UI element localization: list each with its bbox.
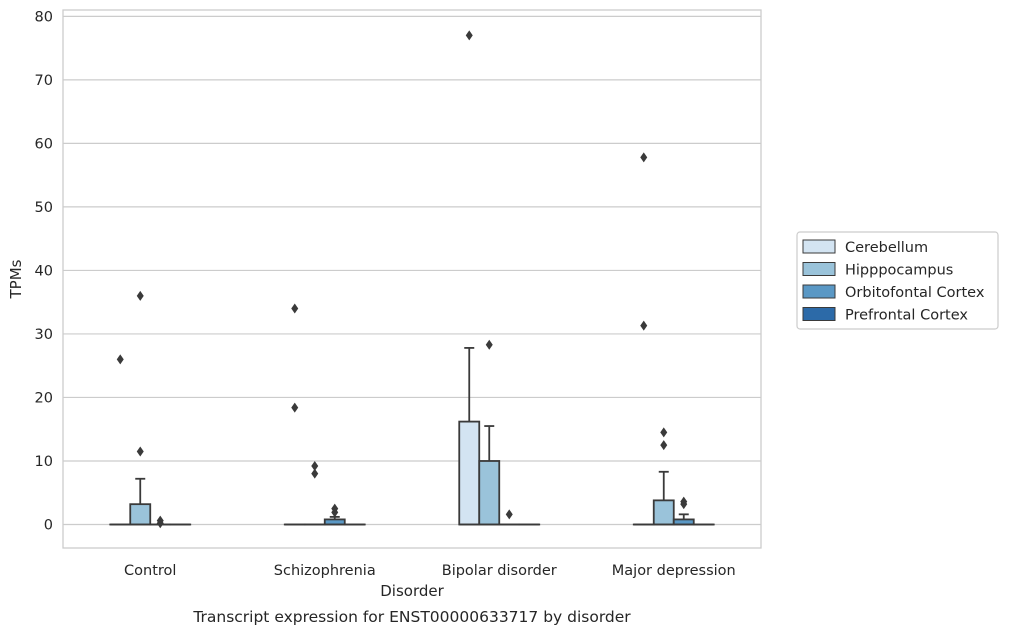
legend-swatch <box>802 239 836 254</box>
x-axis-label: Disorder <box>380 582 444 600</box>
outlier-point <box>465 30 473 41</box>
box-orbitofontal-cortex <box>323 503 346 526</box>
outlier-point <box>311 468 319 479</box>
box-cerebellum <box>458 30 481 526</box>
box-orbitofontal-cortex <box>149 515 172 529</box>
box-plot-marks <box>109 30 715 529</box>
y-tick-label: 70 <box>35 73 53 89</box>
outlier-point <box>660 440 668 451</box>
box-body <box>478 460 501 526</box>
y-tick-label: 20 <box>35 390 53 406</box>
legend-frame <box>796 231 999 330</box>
outlier-point <box>136 290 144 301</box>
outlier-point <box>505 509 513 520</box>
x-tick-label: Major depression <box>612 563 736 579</box>
outlier-point <box>331 507 339 518</box>
grid-lines <box>63 15 761 526</box>
box-hipppocampus <box>652 427 675 526</box>
box-hipppocampus <box>129 290 152 526</box>
y-tick-label: 40 <box>35 263 53 279</box>
outlier-point <box>311 461 319 472</box>
box-cerebellum <box>283 303 306 526</box>
box-hipppocampus <box>303 461 326 526</box>
y-axis-label: TPMs <box>7 259 25 299</box>
legend-swatch <box>802 284 836 299</box>
outlier-point <box>291 402 299 413</box>
box-cerebellum <box>109 354 132 526</box>
plot-frame <box>62 9 762 549</box>
y-axis-ticks: 0 10 20 30 40 50 60 70 80 <box>35 9 53 533</box>
x-tick-label: Bipolar disorder <box>442 563 557 579</box>
box-body <box>458 420 481 526</box>
box-orbitofontal-cortex <box>498 509 521 526</box>
outlier-point <box>680 499 688 510</box>
outlier-point <box>291 303 299 314</box>
legend-label: Hipppocampus <box>845 263 953 279</box>
outlier-point <box>660 427 668 438</box>
legend-swatch <box>802 262 836 276</box>
y-tick-label: 80 <box>35 9 53 25</box>
box-body <box>129 503 152 526</box>
legend-label: Cerebellum <box>845 240 928 256</box>
x-axis-ticks: Control Schizophrenia Bipolar disorder Majo… <box>124 563 736 579</box>
legend: Cerebellum Hipppocampus Orbitofontal Corte… <box>796 231 999 330</box>
outlier-point <box>136 446 144 457</box>
box-body <box>652 499 675 526</box>
chart-caption: Transcript expression for ENST0000063371… <box>192 608 631 626</box>
outlier-point <box>485 339 493 350</box>
outlier-point <box>640 152 648 163</box>
y-tick-label: 10 <box>35 454 53 470</box>
y-tick-label: 30 <box>35 327 53 343</box>
box-hipppocampus <box>478 339 501 526</box>
legend-label: Orbitofontal Cortex <box>845 285 985 301</box>
y-tick-label: 0 <box>44 517 53 533</box>
outlier-point <box>156 518 164 529</box>
legend-swatch <box>802 307 836 321</box>
outlier-point <box>640 320 648 331</box>
box-orbitofontal-cortex <box>672 496 695 526</box>
box-cerebellum <box>632 152 655 526</box>
x-tick-label: Schizophrenia <box>274 563 376 579</box>
x-tick-label: Control <box>124 563 176 579</box>
y-tick-label: 60 <box>35 136 53 152</box>
outlier-point <box>116 354 124 365</box>
legend-label: Prefrontal Cortex <box>845 308 968 324</box>
y-tick-label: 50 <box>35 200 53 216</box>
